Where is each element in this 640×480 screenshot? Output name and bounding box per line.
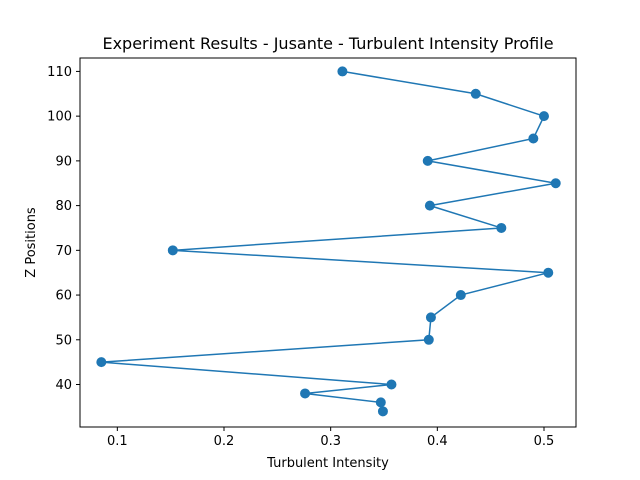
data-point [425,312,436,323]
data-point [539,111,549,122]
data-point [377,406,388,417]
data-point [422,155,433,166]
y-tick-label: 40 [55,378,72,393]
data-point [424,200,435,211]
data-point [300,388,311,399]
data-point [337,66,348,77]
data-point [470,88,481,99]
y-tick-label: 50 [55,333,72,348]
y-tick-label: 90 [55,154,72,169]
x-tick-label: 0.2 [214,434,235,449]
y-tick-label: 60 [55,289,72,304]
y-axis: 40 50 60 70 80 90 100 110 [47,65,80,393]
y-axis-label: Z Positions [24,207,39,278]
data-point [386,379,397,390]
x-tick-label: 0.5 [534,434,555,449]
data-point [167,245,178,256]
data-point [543,267,554,278]
plot-area [79,57,577,428]
series-layer [96,66,561,417]
y-tick-label: 80 [55,199,72,214]
data-point [496,222,507,233]
x-tick-label: 0.1 [107,434,128,449]
data-point [375,397,386,408]
data-point [528,133,539,144]
y-tick-label: 110 [47,65,72,80]
data-point [423,334,434,345]
data-point [455,290,466,301]
data-point [96,357,107,368]
x-tick-label: 0.3 [320,434,341,449]
x-axis: 0.1 0.2 0.3 0.4 0.5 [107,427,554,449]
chart-title: Experiment Results - Jusante - Turbulent… [102,34,553,53]
data-point [550,178,561,189]
axes-frame [79,57,577,428]
x-axis-label: Turbulent Intensity [266,456,389,471]
y-tick-label: 100 [47,110,72,125]
x-tick-label: 0.4 [427,434,448,449]
series-line [101,70,556,412]
y-tick-label: 70 [55,244,72,259]
